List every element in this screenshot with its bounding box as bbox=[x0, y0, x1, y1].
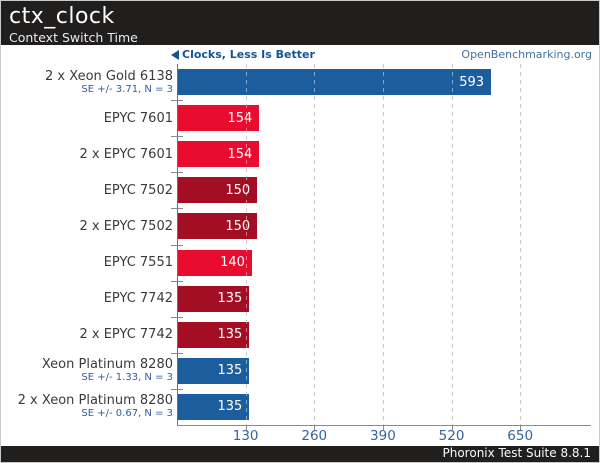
row-label: 2 x EPYC 7502 bbox=[79, 218, 173, 234]
result-bar: 593 bbox=[178, 69, 492, 96]
x-axis-tick bbox=[451, 425, 453, 430]
bar-value: 150 bbox=[225, 182, 251, 198]
y-axis-tick bbox=[171, 172, 183, 174]
x-axis-tick bbox=[314, 425, 316, 430]
standard-error-label: SE +/- 0.67, N = 3 bbox=[81, 408, 173, 420]
gridline-overlay bbox=[245, 64, 247, 425]
table-row: EPYC 7502 150 bbox=[1, 172, 599, 208]
y-axis-tick bbox=[171, 280, 183, 282]
y-axis-tick bbox=[171, 136, 183, 138]
arrow-left-icon bbox=[171, 49, 179, 60]
gridline bbox=[245, 64, 247, 425]
x-axis-tick-label: 390 bbox=[370, 428, 396, 444]
bar-value: 135 bbox=[217, 399, 243, 415]
x-axis-tick-label: 650 bbox=[507, 428, 534, 444]
gridline bbox=[451, 64, 453, 425]
bar-value: 135 bbox=[217, 363, 243, 379]
row-label: EPYC 7601 bbox=[103, 110, 173, 126]
result-bar: 150 bbox=[178, 213, 258, 240]
standard-error-label: SE +/- 3.71, N = 3 bbox=[81, 83, 173, 95]
less-is-better-note: Clocks, Less Is Better bbox=[171, 48, 315, 61]
bar-value: 154 bbox=[227, 146, 253, 162]
x-axis-tick bbox=[382, 425, 384, 430]
row-label: 2 x EPYC 7601 bbox=[79, 146, 173, 162]
x-axis-tick bbox=[245, 425, 247, 430]
gridline bbox=[520, 64, 522, 425]
less-is-better-label: Clocks, Less Is Better bbox=[182, 48, 315, 61]
bar-value: 154 bbox=[227, 110, 253, 126]
footer-bar: Phoronix Test Suite 8.8.1 bbox=[1, 446, 599, 462]
table-row: EPYC 7551 140 bbox=[1, 244, 599, 281]
bar-value: 150 bbox=[225, 218, 251, 234]
table-row: 2 x Xeon Platinum 8280 SE +/- 0.67, N = 3… bbox=[1, 388, 599, 425]
result-bar: 154 bbox=[178, 105, 260, 132]
y-axis-tick bbox=[171, 244, 183, 246]
result-bar: 135 bbox=[178, 393, 250, 420]
y-axis-tick bbox=[171, 316, 183, 318]
bar-value: 135 bbox=[217, 291, 243, 307]
row-label: EPYC 7742 bbox=[103, 291, 173, 307]
row-label: EPYC 7502 bbox=[103, 182, 173, 198]
page-subtitle: Context Switch Time bbox=[9, 30, 138, 45]
y-axis-tick bbox=[171, 388, 183, 390]
row-label-box: 2 x Xeon Gold 6138 SE +/- 3.71, N = 3 bbox=[1, 64, 173, 100]
plot-area: 2 x Xeon Gold 6138 SE +/- 3.71, N = 3 593 E… bbox=[1, 64, 599, 430]
y-axis-tick bbox=[171, 208, 183, 210]
row-label: Xeon Platinum 8280 bbox=[41, 357, 173, 373]
table-row: 2 x EPYC 7502 150 bbox=[1, 208, 599, 244]
result-bar: 135 bbox=[178, 321, 250, 348]
x-axis-tick-label: 520 bbox=[438, 428, 465, 444]
result-bar: 154 bbox=[178, 141, 260, 168]
row-label-box: EPYC 7502 bbox=[1, 172, 173, 208]
gridline-overlay bbox=[451, 64, 453, 425]
gridline-overlay bbox=[382, 64, 384, 425]
bar-value: 135 bbox=[217, 327, 243, 343]
table-row: 2 x EPYC 7601 154 bbox=[1, 136, 599, 172]
gridline bbox=[314, 64, 316, 425]
row-label-box: 2 x Xeon Platinum 8280 SE +/- 0.67, N = 3 bbox=[1, 389, 173, 425]
row-label: EPYC 7551 bbox=[103, 255, 173, 271]
bar-value: 140 bbox=[220, 255, 245, 271]
pts-version-label: Phoronix Test Suite 8.8.1 bbox=[442, 446, 592, 460]
openbenchmarking-link[interactable]: OpenBenchmarking.org bbox=[461, 48, 592, 61]
row-label: 2 x EPYC 7742 bbox=[79, 327, 173, 343]
row-label-box: 2 x EPYC 7601 bbox=[1, 136, 173, 172]
gridline-overlay bbox=[314, 64, 316, 425]
row-label-box: EPYC 7601 bbox=[1, 100, 173, 136]
x-axis-tick-label: 260 bbox=[301, 428, 328, 444]
gridline-overlay bbox=[520, 64, 522, 425]
x-axis-labels: 130 260 390 520 650 bbox=[1, 428, 599, 446]
table-row: 2 x EPYC 7742 135 bbox=[1, 316, 599, 353]
gridline bbox=[382, 64, 384, 425]
table-row: Xeon Platinum 8280 SE +/- 1.33, N = 3 135 bbox=[1, 352, 599, 389]
result-bar: 150 bbox=[178, 177, 258, 204]
row-label-box: 2 x EPYC 7742 bbox=[1, 317, 173, 353]
y-axis-tick bbox=[171, 100, 183, 102]
result-bar: 140 bbox=[178, 249, 252, 276]
bar-value: 593 bbox=[459, 74, 485, 90]
plot-note-row: Clocks, Less Is Better OpenBenchmarking.… bbox=[1, 46, 599, 64]
result-bar: 135 bbox=[178, 357, 250, 384]
page-title: ctx_clock bbox=[9, 4, 115, 29]
table-row: EPYC 7742 135 bbox=[1, 280, 599, 317]
graph-header: ctx_clock Context Switch Time bbox=[1, 1, 599, 45]
row-label-box: EPYC 7742 bbox=[1, 281, 173, 317]
standard-error-label: SE +/- 1.33, N = 3 bbox=[81, 372, 173, 384]
row-label-box: EPYC 7551 bbox=[1, 245, 173, 281]
row-label-box: 2 x EPYC 7502 bbox=[1, 208, 173, 244]
y-axis-tick bbox=[171, 352, 183, 354]
x-axis-line bbox=[177, 425, 591, 426]
x-axis-tick bbox=[520, 425, 522, 430]
table-row: EPYC 7601 154 bbox=[1, 100, 599, 136]
row-label: 2 x Xeon Gold 6138 bbox=[45, 68, 173, 84]
row-label-box: Xeon Platinum 8280 SE +/- 1.33, N = 3 bbox=[1, 353, 173, 389]
x-axis-tick-label: 130 bbox=[232, 428, 259, 444]
table-row: 2 x Xeon Gold 6138 SE +/- 3.71, N = 3 593 bbox=[1, 64, 599, 100]
row-label: 2 x Xeon Platinum 8280 bbox=[17, 393, 173, 409]
result-bar: 135 bbox=[178, 285, 250, 312]
